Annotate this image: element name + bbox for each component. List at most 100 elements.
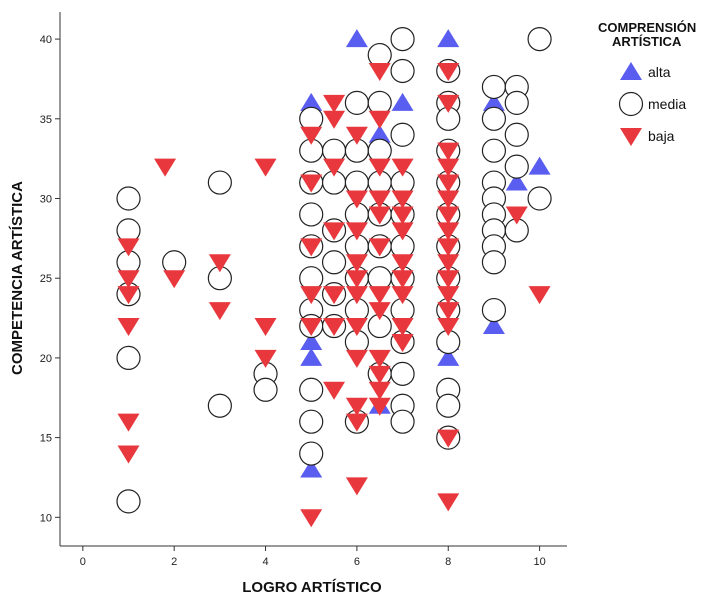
point-baja: [368, 349, 391, 368]
y-tick-label: 10: [40, 512, 52, 524]
point-baja: [368, 286, 391, 305]
point-baja: [368, 62, 391, 81]
x-tick-label: 0: [80, 556, 86, 568]
point-baja: [345, 477, 368, 496]
point-baja: [154, 158, 177, 177]
point-media: [299, 202, 324, 227]
y-axis-title: COMPETENCIA ARTÍSTICA: [9, 181, 26, 375]
point-alta: [528, 156, 551, 175]
point-baja: [117, 286, 140, 305]
point-baja: [528, 286, 551, 305]
point-baja: [437, 190, 460, 209]
point-baja: [368, 110, 391, 129]
point-baja: [254, 158, 277, 177]
point-media: [321, 250, 347, 275]
point-media: [116, 345, 141, 371]
x-tick-label: 6: [354, 556, 360, 568]
point-baja: [323, 110, 346, 129]
y-tick-label: 15: [40, 433, 52, 445]
point-media: [390, 409, 415, 434]
point-media: [481, 250, 507, 275]
point-alta: [300, 331, 323, 350]
y-tick-label: 35: [40, 114, 52, 126]
point-baja: [208, 254, 231, 273]
point-baja: [437, 94, 460, 113]
point-baja: [368, 397, 391, 416]
legend-marker-media: [618, 91, 644, 117]
point-alta: [482, 316, 505, 335]
point-alta: [482, 92, 505, 111]
point-baja: [391, 158, 414, 177]
point-baja: [505, 206, 528, 225]
y-tick-label: 30: [40, 194, 52, 206]
point-baja: [323, 158, 346, 177]
point-baja: [345, 270, 368, 289]
point-baja: [345, 254, 368, 273]
point-media: [527, 26, 552, 52]
point-baja: [437, 206, 460, 225]
point-alta: [391, 92, 414, 111]
point-alta: [437, 347, 460, 366]
x-axis-title: LOGRO ARTÍSTICO: [242, 579, 382, 596]
point-baja: [437, 429, 460, 448]
point-baja: [391, 333, 414, 352]
point-media: [299, 441, 324, 466]
point-baja: [368, 381, 391, 400]
point-baja: [437, 158, 460, 177]
point-baja: [323, 222, 346, 241]
point-baja: [300, 318, 323, 337]
point-baja: [345, 413, 368, 432]
point-baja: [437, 62, 460, 81]
point-baja: [323, 381, 346, 400]
y-tick-label: 20: [40, 353, 52, 365]
point-media: [390, 58, 415, 84]
data-points: [116, 26, 552, 528]
point-media: [481, 297, 507, 323]
series-media: [116, 26, 552, 514]
legend-label-baja: baja: [648, 128, 675, 144]
point-baja: [300, 174, 323, 193]
point-baja: [345, 126, 368, 145]
point-media: [504, 122, 529, 147]
point-baja: [323, 286, 346, 305]
legend-marker-alta: [620, 62, 642, 80]
point-baja: [345, 286, 368, 305]
point-media: [504, 90, 529, 115]
point-alta: [300, 347, 323, 366]
point-baja: [323, 318, 346, 337]
point-baja: [391, 270, 414, 289]
point-alta: [505, 172, 528, 191]
point-alta: [345, 29, 368, 48]
point-baja: [368, 238, 391, 257]
point-baja: [391, 190, 414, 209]
point-baja: [254, 349, 277, 368]
point-baja: [163, 270, 186, 289]
legend-title-line-1: COMPRENSIÓN: [598, 20, 696, 35]
point-baja: [300, 126, 323, 145]
point-alta: [437, 29, 460, 48]
y-tick-label: 25: [40, 273, 52, 285]
point-baja: [437, 174, 460, 193]
legend-marker-baja: [620, 128, 642, 146]
point-media: [253, 377, 278, 402]
point-alta: [368, 124, 391, 143]
point-baja: [254, 318, 277, 337]
legend-label-media: media: [648, 96, 686, 112]
series-baja: [117, 62, 551, 528]
point-baja: [368, 190, 391, 209]
point-media: [116, 186, 141, 211]
legend: COMPRENSIÓN ARTÍSTICA alta media baja: [598, 20, 696, 146]
point-media: [207, 393, 232, 418]
point-baja: [345, 222, 368, 241]
point-media: [116, 489, 141, 514]
x-tick-label: 2: [171, 556, 177, 568]
point-media: [390, 26, 415, 52]
point-baja: [345, 349, 368, 368]
point-baja: [391, 206, 414, 225]
point-baja: [391, 286, 414, 305]
point-baja: [437, 254, 460, 273]
point-baja: [117, 270, 140, 289]
point-media: [207, 170, 232, 195]
point-baja: [345, 397, 368, 416]
series-alta: [300, 29, 551, 478]
